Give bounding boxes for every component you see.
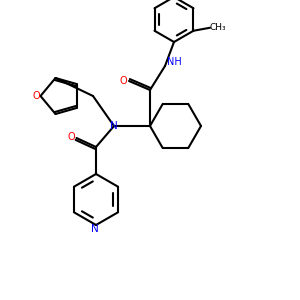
Text: O: O — [120, 76, 128, 86]
Text: CH₃: CH₃ — [209, 23, 226, 32]
Text: O: O — [67, 131, 75, 142]
Text: NH: NH — [167, 57, 181, 68]
Text: N: N — [91, 224, 98, 234]
Text: N: N — [110, 121, 118, 131]
Text: O: O — [32, 91, 40, 101]
